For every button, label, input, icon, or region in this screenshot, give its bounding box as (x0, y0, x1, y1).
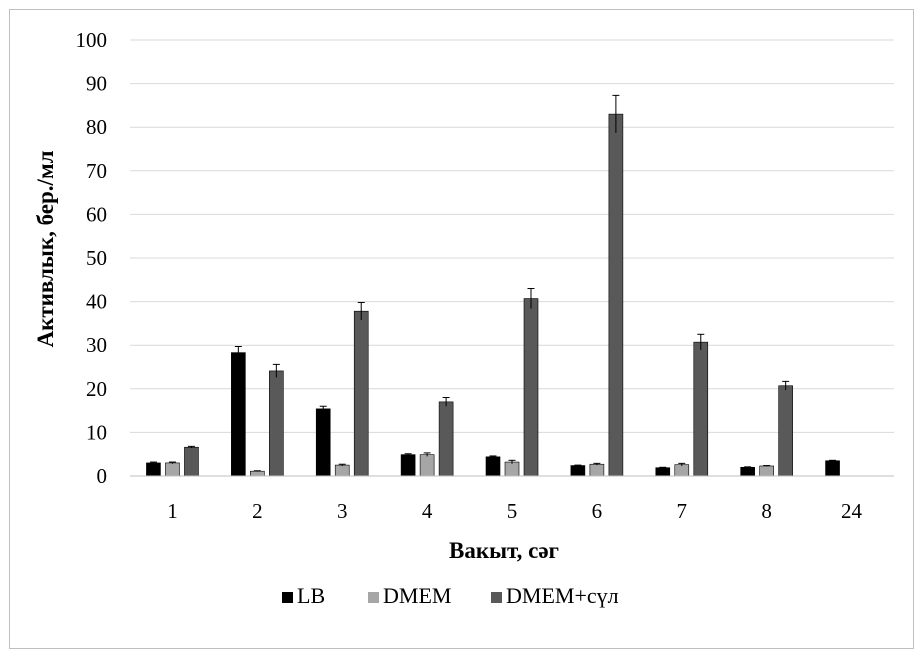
bar-lb-24 (825, 460, 840, 477)
bar-dmem-сүл-8 (778, 385, 793, 477)
bar-lb-8 (740, 466, 755, 477)
y-tick-label: 100 (76, 28, 108, 52)
x-tick-labels: 1 2 3 4 5 6 7 8 24 (167, 499, 862, 523)
y-tick-label: 30 (86, 333, 107, 357)
y-tick-label: 90 (86, 72, 107, 96)
legend-swatch (368, 592, 379, 603)
x-tick-label: 24 (841, 499, 863, 523)
legend-swatch (282, 592, 293, 603)
bar-lb-2 (231, 352, 246, 477)
x-tick-label: 8 (761, 499, 772, 523)
y-tick-label: 10 (86, 420, 107, 444)
bar-chart: 0 10 20 30 40 50 60 70 80 90 100 1 2 3 4 5 6 7 8 24 Активл… (33, 28, 894, 608)
x-axis-label: Вакыт, сәг (449, 538, 559, 563)
x-tick-label: 2 (252, 499, 263, 523)
x-tick-label: 3 (337, 499, 348, 523)
error-bars (149, 94, 837, 472)
bar-lb-7 (655, 467, 671, 477)
bar-dmem-8 (759, 465, 774, 477)
bar-dmem-4 (419, 454, 435, 477)
bar-dmem-сүл-2 (269, 370, 284, 477)
legend-label: DMEM+сүл (506, 583, 619, 608)
bar-lb-3 (315, 408, 331, 477)
bar-dmem-сүл-5 (523, 298, 539, 477)
bar-dmem-сүл-3 (353, 310, 369, 477)
bar-lb-5 (485, 456, 501, 477)
legend-label: LB (297, 583, 325, 608)
bar-dmem-1 (165, 462, 180, 477)
bar-dmem-сүл-7 (693, 341, 709, 477)
bar-dmem-7 (674, 464, 690, 477)
legend-swatch (491, 592, 502, 603)
y-tick-label: 80 (86, 115, 107, 139)
y-tick-label: 20 (86, 377, 107, 401)
y-tick-label: 70 (86, 159, 107, 183)
bar-lb-4 (400, 454, 416, 477)
legend-label: DMEM (383, 583, 451, 608)
bar-dmem-3 (334, 464, 350, 477)
y-tick-labels: 0 10 20 30 40 50 60 70 80 90 100 (76, 28, 108, 488)
x-tick-label: 1 (167, 499, 178, 523)
y-tick-label: 40 (86, 290, 107, 314)
x-tick-label: 7 (677, 499, 688, 523)
legend: LB DMEM DMEM+сүл (282, 583, 619, 608)
x-tick-label: 5 (507, 499, 518, 523)
y-tick-label: 0 (97, 464, 108, 488)
bar-dmem-6 (589, 463, 605, 477)
y-axis-label: Активлык, бер./мл (33, 150, 58, 347)
bar-lb-6 (570, 465, 586, 477)
bar-lb-1 (146, 462, 161, 477)
x-tick-label: 4 (422, 499, 433, 523)
bar-dmem-сүл-6 (608, 113, 624, 477)
bar-dmem-2 (250, 470, 265, 477)
y-tick-label: 50 (86, 246, 107, 270)
bar-dmem-5 (504, 461, 520, 477)
bar-dmem-сүл-1 (184, 446, 199, 477)
y-tick-label: 60 (86, 202, 107, 226)
x-tick-label: 6 (592, 499, 603, 523)
chart-frame (9, 9, 914, 649)
gridlines (130, 39, 894, 433)
bars (146, 113, 840, 477)
bar-dmem-сүл-4 (438, 401, 454, 477)
